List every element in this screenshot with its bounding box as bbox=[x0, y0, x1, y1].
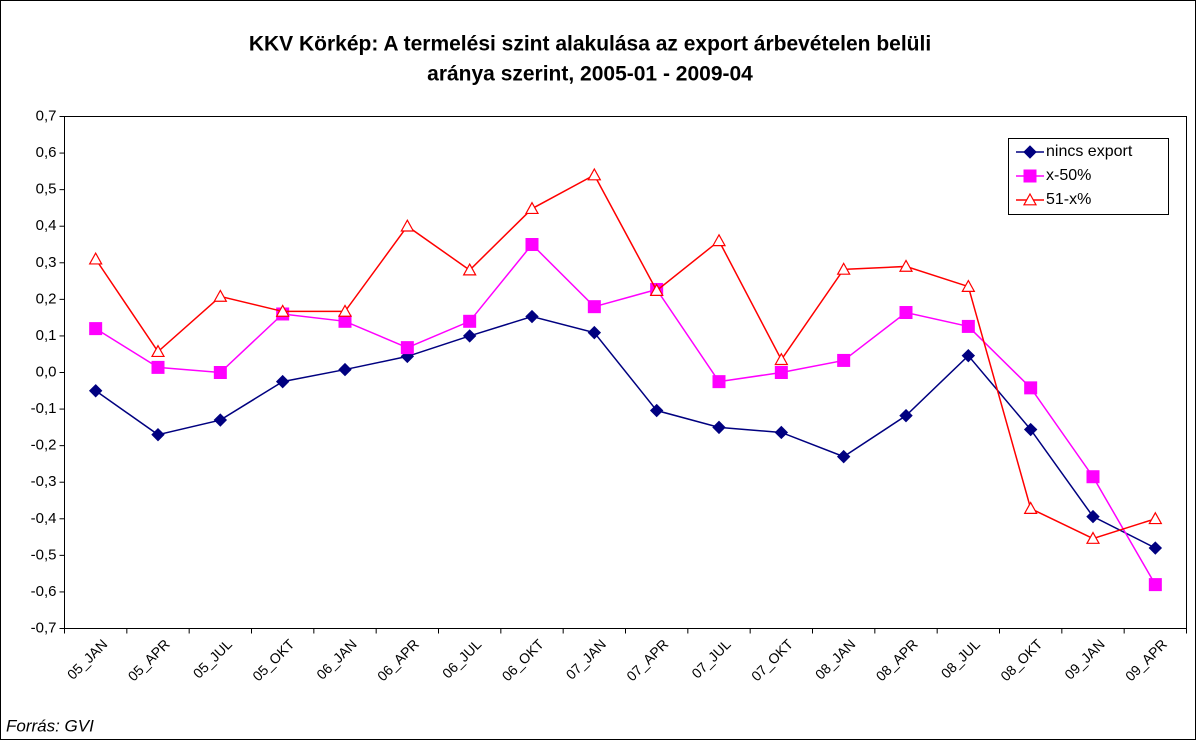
source-note: Forrás: GVI bbox=[6, 716, 94, 735]
marker bbox=[649, 283, 664, 296]
marker bbox=[1024, 381, 1038, 395]
chart-title: aránya szerint, 2005-01 - 2009-04 bbox=[427, 63, 753, 86]
marker bbox=[338, 314, 352, 328]
y-tick-label: 0,5 bbox=[36, 181, 57, 198]
marker bbox=[213, 413, 228, 427]
y-tick-label: -0,4 bbox=[31, 510, 57, 527]
marker bbox=[1023, 501, 1038, 514]
marker bbox=[1023, 145, 1037, 159]
marker bbox=[1086, 470, 1100, 484]
marker bbox=[712, 375, 726, 389]
marker bbox=[1085, 531, 1101, 544]
marker bbox=[774, 352, 789, 366]
marker bbox=[836, 262, 851, 275]
y-tick-label: -0,7 bbox=[31, 619, 57, 636]
marker bbox=[1086, 509, 1100, 524]
marker bbox=[275, 304, 290, 317]
marker bbox=[1022, 192, 1038, 206]
marker bbox=[774, 425, 789, 440]
marker bbox=[587, 167, 602, 181]
chart-title: KKV Körkép: A termelési szint alakulása … bbox=[249, 33, 931, 56]
y-tick-label: 0,0 bbox=[36, 363, 57, 380]
y-tick-label: 0,3 bbox=[36, 254, 57, 271]
marker bbox=[649, 403, 664, 418]
marker bbox=[1148, 541, 1163, 555]
marker bbox=[150, 344, 166, 358]
marker bbox=[89, 322, 103, 336]
marker bbox=[837, 353, 851, 367]
marker bbox=[1023, 169, 1037, 183]
marker bbox=[400, 341, 414, 355]
marker bbox=[151, 360, 165, 374]
series-line bbox=[95, 173, 1156, 540]
marker bbox=[961, 279, 976, 292]
marker bbox=[1148, 578, 1162, 592]
y-tick-label: 0,4 bbox=[36, 217, 57, 234]
marker bbox=[462, 262, 477, 276]
legend-label: 51-x% bbox=[1046, 191, 1091, 208]
series-line bbox=[95, 243, 1156, 585]
marker bbox=[462, 329, 477, 343]
marker bbox=[400, 218, 415, 232]
marker bbox=[587, 300, 601, 314]
marker bbox=[213, 366, 227, 379]
marker bbox=[836, 449, 851, 464]
marker bbox=[712, 420, 726, 435]
legend-label: x-50% bbox=[1046, 167, 1091, 184]
y-tick-label: 0,6 bbox=[36, 144, 57, 161]
marker bbox=[525, 238, 539, 251]
marker bbox=[899, 306, 913, 320]
y-tick-label: 0,2 bbox=[36, 290, 57, 307]
marker bbox=[213, 289, 228, 302]
marker bbox=[88, 384, 103, 398]
marker bbox=[463, 314, 477, 328]
marker bbox=[774, 366, 788, 379]
y-tick-label: -0,3 bbox=[31, 473, 57, 490]
marker bbox=[337, 304, 353, 317]
y-tick-label: -0,1 bbox=[31, 400, 57, 417]
y-tick-label: 0,1 bbox=[36, 327, 57, 344]
marker bbox=[338, 362, 352, 377]
marker bbox=[525, 309, 539, 324]
marker bbox=[88, 251, 103, 265]
marker bbox=[961, 348, 976, 363]
y-tick-label: 0,7 bbox=[36, 107, 57, 124]
marker bbox=[711, 233, 727, 247]
marker bbox=[275, 374, 290, 389]
marker bbox=[587, 325, 602, 340]
marker bbox=[898, 259, 914, 272]
series-line bbox=[95, 315, 1156, 549]
marker bbox=[524, 201, 540, 215]
y-tick-label: -0,6 bbox=[31, 583, 57, 600]
marker bbox=[899, 408, 913, 423]
legend-label: nincs export bbox=[1046, 143, 1133, 160]
marker bbox=[1023, 422, 1038, 437]
marker bbox=[1148, 511, 1163, 525]
y-tick-label: -0,2 bbox=[31, 437, 57, 454]
marker bbox=[151, 427, 165, 442]
y-tick-label: -0,5 bbox=[31, 546, 57, 563]
marker bbox=[961, 319, 975, 333]
